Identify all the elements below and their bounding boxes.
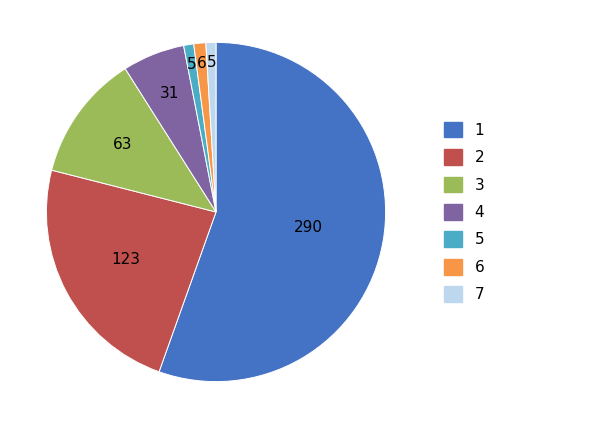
Wedge shape [184,44,216,212]
Wedge shape [46,170,216,372]
Wedge shape [206,42,216,212]
Text: 290: 290 [293,220,322,235]
Text: 5: 5 [207,55,217,70]
Wedge shape [194,43,216,212]
Text: 123: 123 [112,252,140,268]
Text: 5: 5 [187,57,197,72]
Text: 6: 6 [197,56,206,71]
Text: 31: 31 [160,86,179,101]
Wedge shape [159,42,386,382]
Wedge shape [125,45,216,212]
Wedge shape [52,69,216,212]
Legend: 1, 2, 3, 4, 5, 6, 7: 1, 2, 3, 4, 5, 6, 7 [444,122,484,302]
Text: 63: 63 [113,137,133,152]
